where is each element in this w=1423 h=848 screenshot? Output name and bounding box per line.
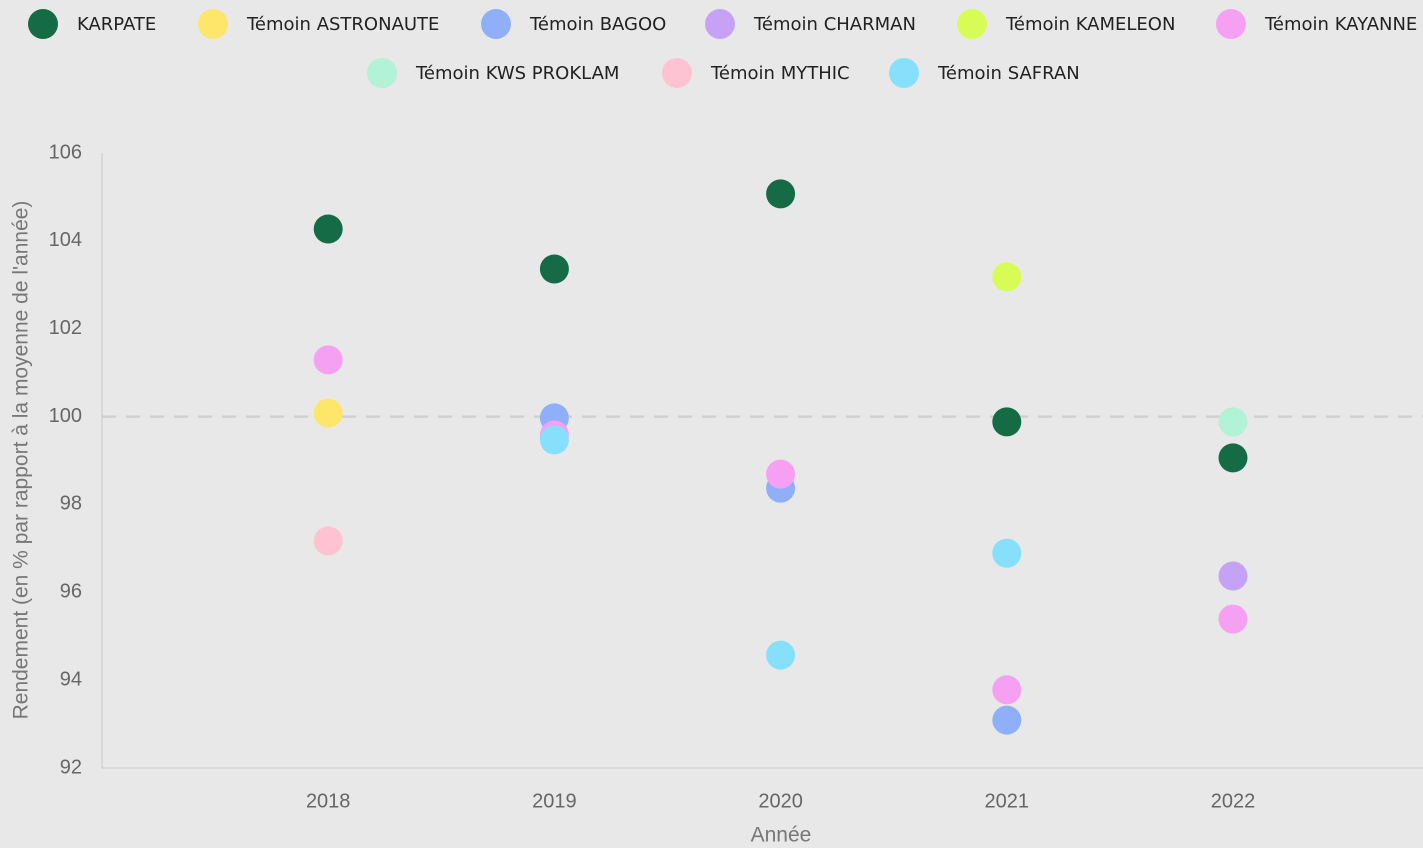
point (992, 538, 1022, 568)
legend-label: Témoin ASTRONAUTE (246, 14, 439, 35)
legend-label: Témoin KWS PROKLAM (415, 63, 619, 84)
point (992, 407, 1022, 437)
y-tick-label: 98 (60, 493, 82, 515)
y-tick-label: 104 (49, 229, 82, 251)
x-tick-label: 2018 (306, 790, 351, 812)
x-tick-label: 2021 (985, 790, 1030, 812)
y-tick-label: 106 (49, 141, 82, 163)
point (1218, 443, 1248, 473)
point (1218, 407, 1248, 437)
point (313, 214, 343, 244)
y-tick-label: 92 (60, 756, 82, 778)
legend-swatch (662, 58, 692, 88)
legend-label: Témoin CHARMAN (753, 14, 916, 35)
point (1218, 604, 1248, 634)
legend-swatch (889, 58, 919, 88)
point (539, 254, 569, 284)
y-axis-label: Rendement (en % par rapport à la moyenne… (10, 201, 33, 720)
legend-swatch (1216, 9, 1246, 39)
x-tick-label: 2019 (532, 790, 577, 812)
point (313, 526, 343, 556)
point (766, 179, 796, 209)
legend-label: Témoin MYTHIC (710, 63, 850, 84)
point (313, 398, 343, 428)
legend-label: Témoin KAYANNE (1264, 14, 1417, 35)
legend-label: Témoin SAFRAN (937, 63, 1080, 84)
point (539, 425, 569, 455)
y-tick-label: 100 (49, 405, 82, 427)
point (992, 705, 1022, 735)
legend-swatch (481, 9, 511, 39)
y-tick-label: 96 (60, 581, 82, 603)
x-axis-label: Année (751, 824, 812, 847)
legend-swatch (367, 58, 397, 88)
legend-swatch (705, 9, 735, 39)
legend-swatch (957, 9, 987, 39)
x-tick-label: 2020 (758, 790, 803, 812)
point (992, 262, 1022, 292)
legend-swatch (28, 9, 58, 39)
point (766, 459, 796, 489)
x-tick-label: 2022 (1211, 790, 1256, 812)
y-tick-label: 102 (49, 317, 82, 339)
y-tick-label: 94 (60, 668, 82, 690)
legend-label: Témoin BAGOO (529, 14, 666, 35)
point (766, 640, 796, 670)
point (1218, 561, 1248, 591)
legend-swatch (198, 9, 228, 39)
point (992, 675, 1022, 705)
point (313, 345, 343, 375)
legend-label: Témoin KAMELEON (1005, 14, 1175, 35)
legend-label: KARPATE (77, 14, 156, 35)
